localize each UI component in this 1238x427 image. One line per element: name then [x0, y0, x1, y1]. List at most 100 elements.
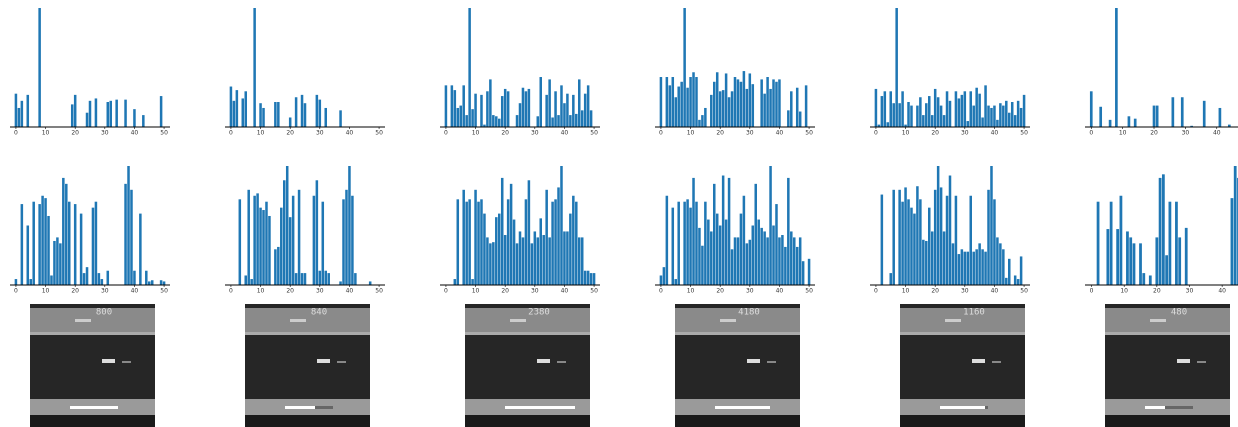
bar [877, 124, 881, 127]
bar [575, 201, 578, 285]
bar [1016, 100, 1020, 127]
bar [1126, 231, 1129, 285]
bar [145, 270, 148, 285]
submarine [317, 359, 330, 363]
x-tick-label: 50 [805, 288, 813, 295]
bar [1108, 119, 1112, 127]
bar [677, 201, 680, 285]
bar [50, 275, 53, 285]
game-frame: 840 [245, 304, 370, 427]
bar [73, 204, 77, 285]
bar [462, 189, 465, 285]
bar [253, 8, 256, 127]
x-tick-label: 0 [874, 288, 878, 295]
histogram: 0 10 20 30 40 50 [655, 166, 815, 295]
bar [578, 79, 581, 127]
bar [524, 91, 528, 127]
bottom [465, 415, 590, 427]
bar [348, 166, 351, 285]
bar [247, 189, 250, 285]
bar [736, 237, 740, 285]
bar [566, 93, 569, 127]
bar [772, 79, 775, 127]
bar [966, 251, 970, 285]
x-tick-label: 40 [991, 130, 999, 137]
bar [1218, 107, 1222, 127]
bar [68, 201, 71, 285]
bar [1161, 174, 1165, 285]
bar [566, 231, 569, 285]
bar [775, 204, 778, 285]
bar [701, 245, 704, 285]
bar [972, 105, 975, 127]
bar [453, 279, 457, 285]
bar [889, 91, 892, 127]
bar [972, 251, 975, 285]
bar [474, 93, 477, 127]
bar [1155, 237, 1159, 285]
bar [710, 94, 713, 127]
bar [990, 107, 993, 127]
x-tick-label: 20 [931, 130, 939, 137]
enemy [992, 361, 1001, 363]
submarine [747, 359, 760, 363]
bar [981, 249, 984, 285]
bar [692, 177, 695, 285]
x-tick-label: 50 [1020, 130, 1028, 137]
bar [922, 239, 925, 285]
bar [518, 103, 522, 127]
game-frame: 800 [30, 304, 155, 427]
bar [471, 279, 474, 285]
x-tick-label: 20 [501, 130, 509, 137]
x-tick-label: 40 [131, 130, 139, 137]
submarine [537, 359, 550, 363]
bar [795, 246, 799, 285]
bar [109, 100, 112, 127]
histogram: 0 10 20 30 40 50 [655, 8, 815, 137]
bar [294, 97, 298, 127]
x-tick-label: 40 [1213, 130, 1221, 137]
bar [978, 243, 981, 285]
x-tick-label: 10 [1119, 130, 1127, 137]
game-frame: 1160 [900, 304, 1025, 427]
bar [907, 199, 910, 285]
bar [471, 109, 474, 127]
bar [795, 87, 799, 127]
bar [957, 254, 961, 285]
histogram: 0 10 20 30 40 50 [225, 166, 385, 295]
bar [274, 102, 277, 127]
bar [790, 231, 793, 285]
bar [533, 231, 537, 285]
bar [710, 231, 713, 285]
surface [900, 332, 1025, 335]
bar [456, 199, 460, 285]
bottom [30, 415, 155, 427]
bar [1022, 94, 1026, 127]
bar [880, 194, 884, 285]
bar [683, 201, 686, 285]
bar [244, 275, 247, 285]
x-tick-label: 20 [286, 288, 294, 295]
bar [724, 73, 728, 127]
bar [133, 270, 136, 285]
bar [925, 103, 928, 127]
bar [945, 91, 949, 127]
bar [1129, 237, 1133, 285]
x-tick-label: 20 [931, 288, 939, 295]
submarine [102, 359, 115, 363]
bar [1005, 100, 1008, 127]
bar [939, 187, 943, 285]
bar [159, 96, 163, 127]
bar [886, 122, 890, 127]
bar [910, 207, 913, 285]
bar [942, 115, 946, 127]
bar [580, 237, 584, 285]
bar [583, 270, 587, 285]
bar [459, 105, 462, 127]
bar [232, 100, 236, 127]
x-tick-label: 50 [1020, 288, 1028, 295]
bar [262, 107, 265, 127]
bar [751, 225, 755, 285]
bar [586, 85, 590, 127]
x-tick-label: 10 [472, 288, 480, 295]
